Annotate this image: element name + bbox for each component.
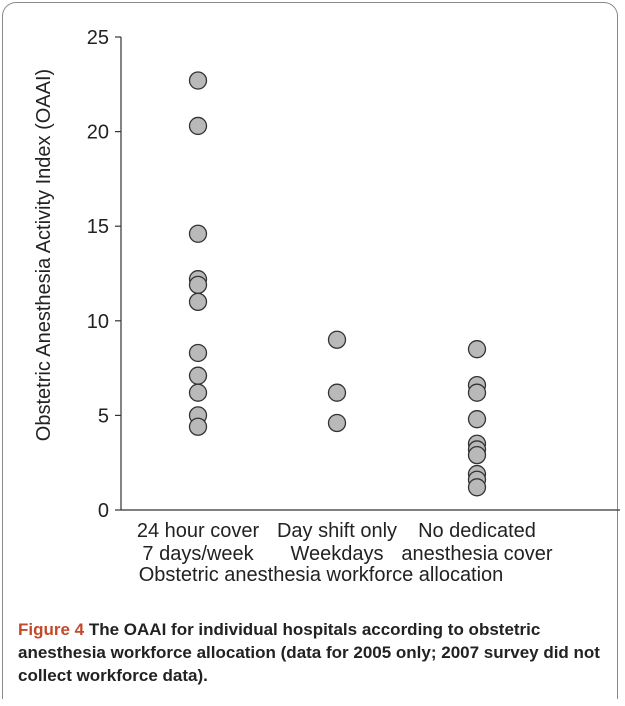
y-axis-label: Obstetric Anesthesia Activity Index (OAA… <box>33 69 55 441</box>
data-point <box>188 224 208 243</box>
data-point <box>467 478 487 497</box>
figure-caption-text: The OAAI for individual hospitals accord… <box>18 620 600 685</box>
data-point <box>188 366 208 385</box>
data-point <box>467 340 487 359</box>
y-tick-label: 0 <box>98 500 109 522</box>
data-point <box>327 330 347 349</box>
data-point <box>467 445 487 465</box>
figure-caption: Figure 4 The OAAI for individual hospita… <box>18 618 608 687</box>
y-tick-label: 5 <box>98 405 109 427</box>
y-tick-label: 20 <box>87 122 109 144</box>
x-tick-label: 7 days/week <box>142 543 254 565</box>
x-tick-label: Weekdays <box>290 543 383 565</box>
chart-axes <box>120 37 620 511</box>
y-axis-ticks: 0 5 10 15 20 25 <box>87 27 121 522</box>
data-point <box>188 383 208 402</box>
x-tick-label: No dedicated <box>418 520 536 542</box>
data-point <box>188 343 208 363</box>
x-tick-label: Day shift only <box>277 520 397 542</box>
y-tick-label: 10 <box>87 311 109 333</box>
data-point <box>467 383 487 402</box>
data-point <box>188 71 208 90</box>
figure-caption-label: Figure 4 <box>18 620 85 639</box>
data-points <box>188 71 487 497</box>
data-point <box>188 275 208 295</box>
x-tick-label: 24 hour cover <box>137 520 260 542</box>
data-point <box>188 292 208 312</box>
data-point <box>327 413 347 433</box>
x-axis-label: Obstetric anesthesia workforce allocatio… <box>139 564 504 586</box>
y-tick-label: 15 <box>87 216 109 238</box>
data-point <box>467 410 487 429</box>
data-point <box>188 417 208 436</box>
x-tick-label: anesthesia cover <box>401 543 553 565</box>
data-point <box>327 383 347 402</box>
data-point <box>188 116 208 136</box>
figure-frame <box>2 2 618 699</box>
y-tick-label: 25 <box>87 27 109 49</box>
